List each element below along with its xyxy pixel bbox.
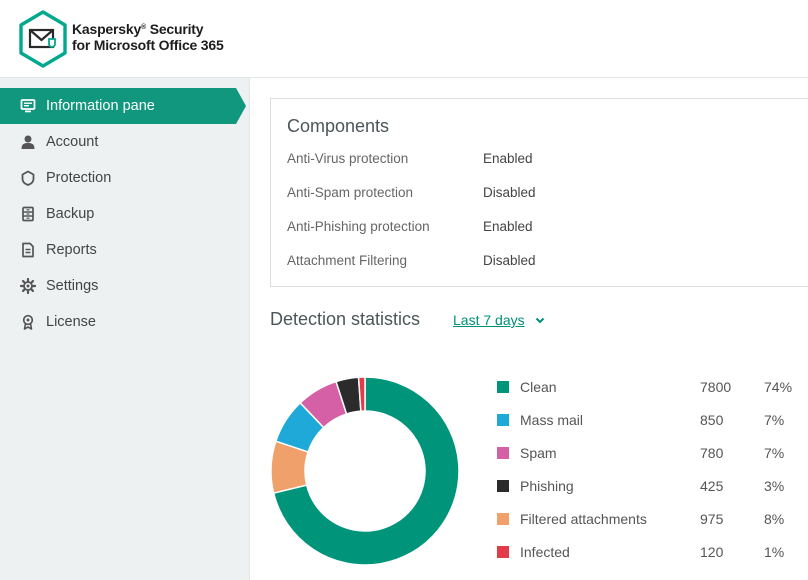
- legend-percent: 7%: [764, 412, 785, 428]
- sidebar-item-label: Account: [46, 134, 99, 150]
- component-status: Disabled: [483, 185, 536, 200]
- legend-item: Filtered attachments 975 8%: [497, 509, 808, 529]
- product-name: Kaspersky® Security for Microsoft Office…: [72, 21, 224, 53]
- legend-item: Phishing 425 3%: [497, 476, 808, 496]
- legend-label: Phishing: [520, 478, 574, 494]
- components-panel: Components Anti-Virus protection Enabled…: [270, 98, 808, 287]
- legend-item: Spam 780 7%: [497, 443, 808, 463]
- brand-line1: Kaspersky: [72, 21, 142, 37]
- legend-label: Spam: [520, 445, 557, 461]
- legend-percent: 8%: [764, 511, 785, 527]
- gear-icon: [0, 278, 46, 294]
- component-name: Anti-Phishing protection: [287, 219, 430, 234]
- component-status: Enabled: [483, 151, 533, 166]
- period-dropdown[interactable]: Last 7 days: [453, 312, 525, 328]
- content-divider: [249, 78, 250, 580]
- component-name: Attachment Filtering: [287, 253, 408, 268]
- legend-percent: 74%: [764, 379, 793, 395]
- shield-icon: [0, 170, 46, 186]
- sidebar-item-label: Backup: [46, 206, 95, 222]
- detection-statistics-title: Detection statistics: [270, 309, 421, 329]
- legend-label: Mass mail: [520, 412, 584, 428]
- component-name: Anti-Virus protection: [287, 151, 409, 166]
- sidebar-item-backup[interactable]: Backup: [0, 196, 249, 232]
- legend-item: Infected 120 1%: [497, 542, 808, 562]
- sidebar-item-label: License: [46, 314, 96, 330]
- legend-count: 975: [700, 511, 724, 527]
- sidebar-item-settings[interactable]: Settings: [0, 268, 249, 304]
- sidebar-item-protection[interactable]: Protection: [0, 160, 249, 196]
- legend-swatch: [497, 546, 509, 558]
- legend-percent: 7%: [764, 445, 785, 461]
- chevron-down-icon[interactable]: [533, 313, 547, 327]
- license-icon: [0, 314, 46, 330]
- app-header: Kaspersky® Security for Microsoft Office…: [0, 0, 808, 78]
- registered-mark: ®: [141, 24, 146, 31]
- legend-item: Mass mail 850 7%: [497, 410, 808, 430]
- detection-donut-chart: [270, 376, 460, 566]
- brand-line2: for Microsoft Office 365: [72, 37, 224, 53]
- active-item-background: [0, 88, 246, 124]
- component-status: Enabled: [483, 219, 533, 234]
- component-status: Disabled: [483, 253, 536, 268]
- components-title: Components: [287, 116, 390, 136]
- sidebar-item-label: Protection: [46, 170, 112, 186]
- sidebar: Information pane Account Protection Back…: [0, 78, 249, 580]
- sidebar-item-reports[interactable]: Reports: [0, 232, 249, 268]
- monitor-icon: [0, 98, 46, 114]
- report-icon: [0, 242, 46, 258]
- sidebar-item-information-pane[interactable]: Information pane: [0, 88, 249, 124]
- legend-label: Clean: [520, 379, 557, 395]
- legend-count: 780: [700, 445, 724, 461]
- legend-swatch: [497, 447, 509, 459]
- donut-slice-infected: [357, 376, 366, 412]
- donut-slice-clean: [272, 376, 460, 566]
- sidebar-item-account[interactable]: Account: [0, 124, 249, 160]
- legend-swatch: [497, 381, 509, 393]
- legend-label: Infected: [520, 544, 570, 560]
- sidebar-item-license[interactable]: License: [0, 304, 249, 340]
- legend-swatch: [497, 480, 509, 492]
- backup-icon: [0, 206, 46, 222]
- legend-percent: 1%: [764, 544, 785, 560]
- legend-item: Clean 7800 74%: [497, 377, 808, 397]
- component-name: Anti-Spam protection: [287, 185, 414, 200]
- sidebar-item-label: Reports: [46, 242, 97, 258]
- legend-swatch: [497, 513, 509, 525]
- legend-count: 120: [700, 544, 724, 560]
- legend-count: 425: [700, 478, 724, 494]
- sidebar-item-label: Settings: [46, 278, 99, 294]
- legend-swatch: [497, 414, 509, 426]
- legend-percent: 3%: [764, 478, 785, 494]
- user-icon: [0, 134, 46, 150]
- legend-count: 7800: [700, 379, 732, 395]
- legend-count: 850: [700, 412, 724, 428]
- legend-label: Filtered attachments: [520, 511, 647, 527]
- brand-line1-suffix: Security: [149, 21, 204, 37]
- sidebar-item-label: Information pane: [46, 98, 155, 114]
- envelope-hexagon-icon: [19, 10, 67, 68]
